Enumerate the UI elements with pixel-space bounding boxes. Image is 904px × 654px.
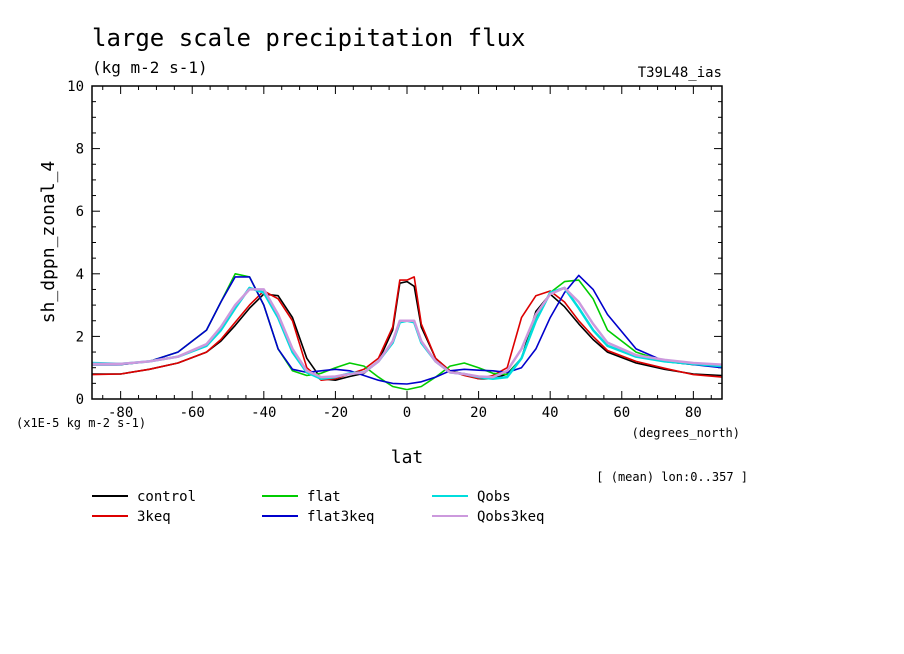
series-lines [92, 272, 722, 391]
y-tick-label: 6 [76, 204, 84, 220]
x-tick-label: -60 [180, 405, 205, 421]
legend-label: flat3keq [307, 509, 374, 525]
legend-label: Qobs [477, 489, 511, 505]
run-label: T39L48_ias [638, 65, 722, 81]
x-units-label: (degrees_north) [632, 426, 740, 440]
chart-title: large scale precipitation flux [92, 24, 525, 52]
tick-labels: -80 -60 -40 -20 0 20 40 60 80 0 2 4 6 8 10 [67, 79, 702, 421]
series-line-control [92, 280, 722, 382]
x-tick-label: -20 [323, 405, 348, 421]
y-tick-label: 8 [76, 142, 84, 158]
series-line-3keq [92, 276, 722, 382]
mean-note: [ (mean) lon:0..357 ] [596, 470, 748, 484]
chart-subtitle: (kg m-2 s-1) [92, 58, 208, 77]
series-line-qobs [92, 286, 722, 380]
y-tick-label: 10 [67, 79, 84, 95]
x-tick-label: -80 [108, 405, 133, 421]
x-tick-label: 20 [470, 405, 487, 421]
legend-label: flat [307, 489, 341, 505]
x-tick-label: 60 [613, 405, 630, 421]
plot-frame [91, 85, 723, 400]
y-scale-note: (x1E-5 kg m-2 s-1) [16, 416, 146, 430]
legend-label: control [137, 489, 196, 505]
x-axis-label: lat [391, 447, 424, 468]
x-tick-label: -40 [251, 405, 276, 421]
series-line-flat3keq [92, 274, 722, 385]
y-tick-label: 0 [76, 392, 84, 408]
series-line-flat [92, 272, 722, 391]
y-tick-label: 2 [76, 329, 84, 345]
legend: control 3keq flat flat3keq Qobs Qobs3keq [92, 489, 544, 525]
legend-label: 3keq [137, 509, 171, 525]
x-tick-label: 40 [542, 405, 559, 421]
y-tick-label: 4 [76, 267, 84, 283]
x-tick-label: 0 [403, 405, 411, 421]
series-line-qobs3keq [92, 286, 722, 379]
legend-label: Qobs3keq [477, 509, 544, 525]
x-tick-label: 80 [685, 405, 702, 421]
y-axis-label: sh_dppn_zonal_4 [38, 161, 59, 324]
